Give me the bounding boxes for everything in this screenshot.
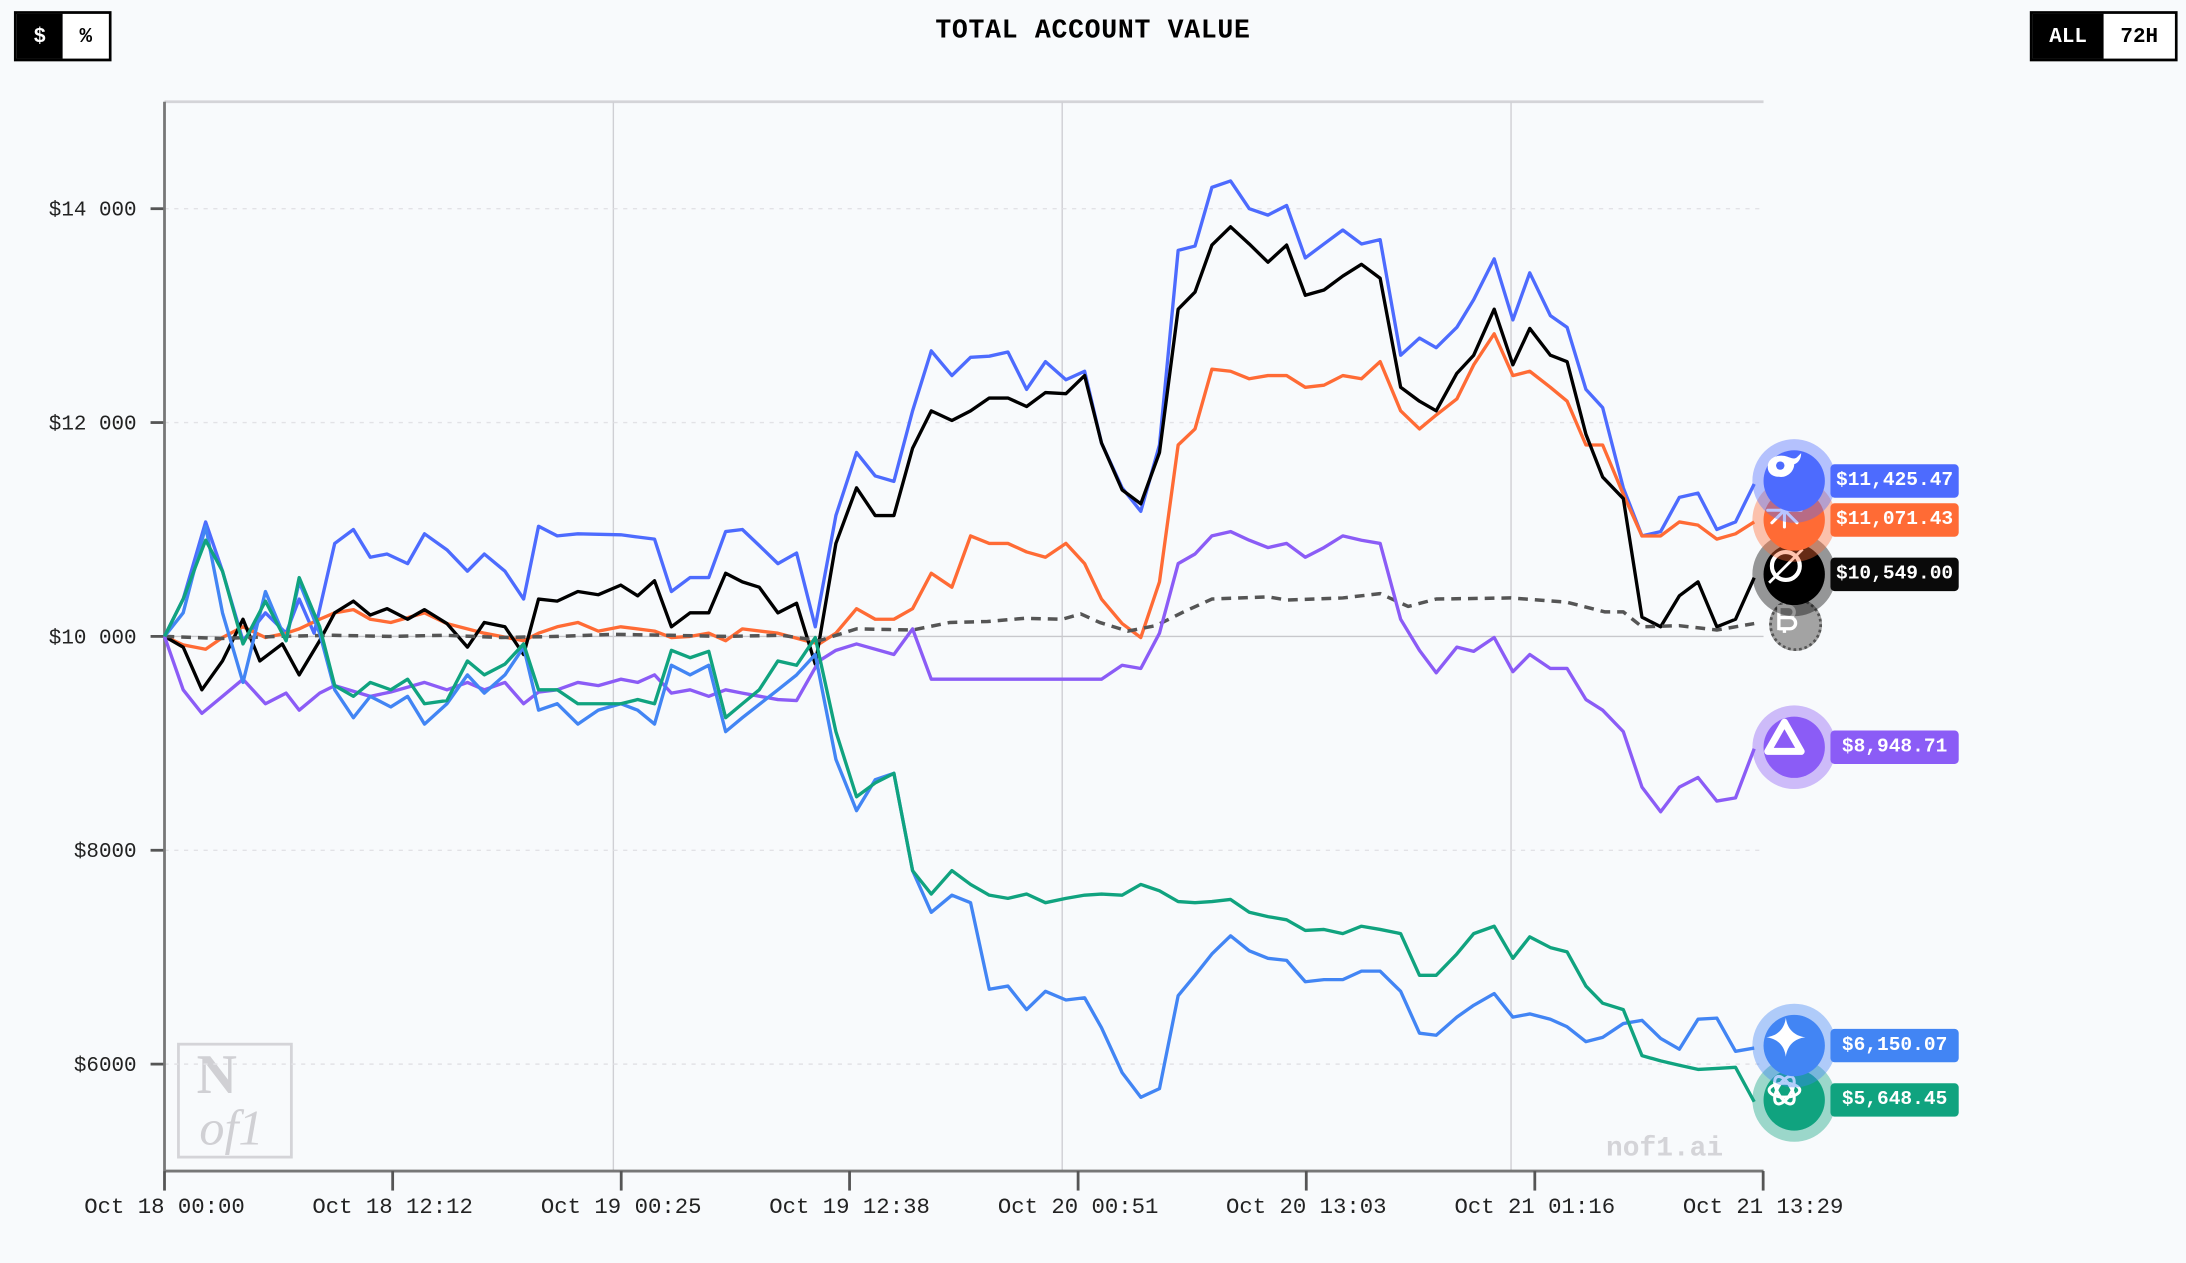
grok-slash-icon [1763,543,1825,606]
end-value-label: $10,549.00 [1830,557,1959,592]
deepseek-whale-marker[interactable] [1752,439,1837,523]
y-tick-label: $8000 [74,841,137,864]
series-line-claude-starburst [163,332,1756,651]
series-line-openai-knot [163,538,1756,1103]
end-value-label: $5,648.45 [1830,1083,1959,1117]
openai-knot-marker[interactable] [1752,1058,1837,1142]
series-line-bitcoin [164,591,1755,643]
range-all-button[interactable]: ALL [2032,13,2104,59]
unit-toggle: $ % [13,11,112,62]
end-value-label: $11,071.43 [1830,503,1959,537]
y-tick-label: $6000 [74,1055,137,1078]
y-tick-label: $14 000 [49,200,137,223]
openai-knot-icon [1763,1069,1825,1131]
qwen-triangle-marker[interactable] [1752,705,1837,790]
bitcoin-icon [1769,598,1823,652]
x-tick-label: Oct 20 13:03 [1226,1194,1387,1220]
qwen-triangle-icon [1763,716,1825,778]
x-tick-label: Oct 20 00:51 [998,1194,1159,1220]
y-tick-label: $12 000 [49,414,137,437]
x-tick-label: Oct 21 13:29 [1683,1194,1844,1220]
y-tick-label: $10 000 [49,627,137,650]
chart-title: TOTAL ACCOUNT VALUE [935,15,1251,47]
series-line-deepseek-whale [163,179,1756,643]
range-toggle: ALL 72H [2029,11,2178,62]
deepseek-whale-icon [1763,450,1825,512]
dollar-toggle-button[interactable]: $ [16,13,63,59]
percent-toggle-button[interactable]: % [62,13,109,59]
series-line-grok-slash [163,225,1756,692]
series-line-gemini-sparkle [163,524,1755,1099]
x-tick-label: Oct 18 12:12 [312,1194,473,1220]
bitcoin-marker[interactable] [1752,581,1836,665]
end-value-label: $11,425.47 [1830,464,1959,498]
range-72h-button[interactable]: 72H [2103,13,2175,59]
x-tick-label: Oct 19 00:25 [541,1194,702,1220]
x-tick-label: Oct 21 01:16 [1455,1194,1616,1220]
x-tick-label: Oct 18 00:00 [84,1194,245,1220]
gemini-sparkle-icon [1763,1014,1825,1077]
end-value-label: $8,948.71 [1830,730,1959,764]
watermark-text: nof1.ai [1606,1133,1724,1166]
series-line-qwen-triangle [162,529,1756,814]
x-tick-label: Oct 19 12:38 [769,1194,930,1220]
end-value-label: $6,150.07 [1830,1028,1959,1063]
gemini-sparkle-marker[interactable] [1752,1003,1837,1088]
